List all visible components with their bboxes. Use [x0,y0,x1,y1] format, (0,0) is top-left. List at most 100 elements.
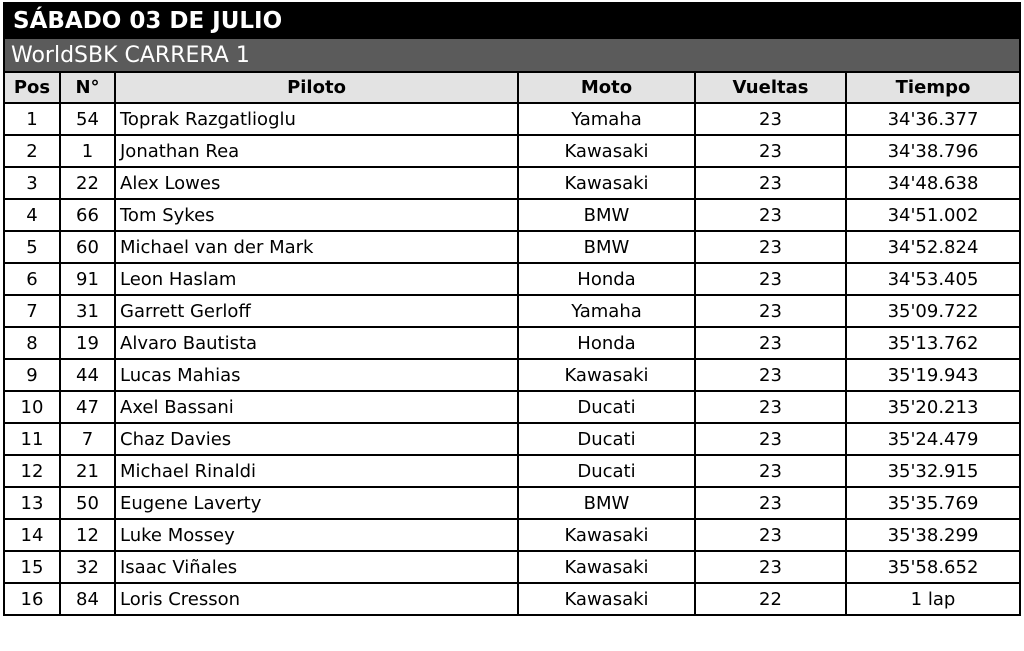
table-row: 7 31 Garrett Gerloff Yamaha 23 35'09.722 [5,294,1019,328]
cell-rider: Garrett Gerloff [114,294,519,328]
table-row: 9 44 Lucas Mahias Kawasaki 23 35'19.943 [5,358,1019,392]
column-header-bike: Moto [517,73,696,104]
cell-bike: Kawasaki [517,582,696,614]
cell-laps: 23 [694,294,847,328]
cell-number: 21 [59,454,116,488]
cell-bike: Kawasaki [517,358,696,392]
cell-number: 32 [59,550,116,584]
cell-bike: Kawasaki [517,134,696,168]
cell-number: 91 [59,262,116,296]
column-header-time: Tiempo [845,73,1019,104]
results-card: SÁBADO 03 DE JULIO WorldSBK CARRERA 1 Po… [3,2,1021,616]
cell-rider: Tom Sykes [114,198,519,232]
cell-laps: 23 [694,422,847,456]
cell-rider: Alvaro Bautista [114,326,519,360]
cell-time: 1 lap [845,582,1019,614]
cell-bike: Honda [517,262,696,296]
page-title: SÁBADO 03 DE JULIO [5,4,1019,39]
cell-bike: Kawasaki [517,166,696,200]
cell-pos: 10 [5,390,61,424]
table-row: 2 1 Jonathan Rea Kawasaki 23 34'38.796 [5,134,1019,168]
cell-bike: Ducati [517,454,696,488]
cell-time: 35'58.652 [845,550,1019,584]
cell-pos: 16 [5,582,61,614]
table-row: 16 84 Loris Cresson Kawasaki 22 1 lap [5,582,1019,614]
cell-number: 66 [59,198,116,232]
cell-laps: 23 [694,166,847,200]
table-row: 5 60 Michael van der Mark BMW 23 34'52.824 [5,230,1019,264]
cell-pos: 11 [5,422,61,456]
cell-time: 35'19.943 [845,358,1019,392]
table-row: 4 66 Tom Sykes BMW 23 34'51.002 [5,198,1019,232]
cell-pos: 3 [5,166,61,200]
cell-rider: Luke Mossey [114,518,519,552]
cell-rider: Axel Bassani [114,390,519,424]
cell-laps: 22 [694,582,847,614]
cell-time: 35'35.769 [845,486,1019,520]
cell-bike: Kawasaki [517,518,696,552]
cell-bike: Kawasaki [517,550,696,584]
cell-number: 54 [59,102,116,136]
table-row: 1 54 Toprak Razgatlioglu Yamaha 23 34'36.377 [5,102,1019,136]
cell-rider: Loris Cresson [114,582,519,614]
cell-number: 60 [59,230,116,264]
column-header-laps: Vueltas [694,73,847,104]
cell-rider: Leon Haslam [114,262,519,296]
cell-rider: Jonathan Rea [114,134,519,168]
cell-pos: 7 [5,294,61,328]
cell-pos: 13 [5,486,61,520]
cell-number: 22 [59,166,116,200]
cell-rider: Eugene Laverty [114,486,519,520]
cell-number: 1 [59,134,116,168]
cell-laps: 23 [694,550,847,584]
cell-pos: 9 [5,358,61,392]
cell-time: 35'24.479 [845,422,1019,456]
cell-time: 35'32.915 [845,454,1019,488]
table-row: 8 19 Alvaro Bautista Honda 23 35'13.762 [5,326,1019,360]
cell-pos: 8 [5,326,61,360]
cell-bike: Yamaha [517,102,696,136]
cell-laps: 23 [694,134,847,168]
cell-time: 35'38.299 [845,518,1019,552]
column-header-number: N° [59,73,116,104]
cell-pos: 2 [5,134,61,168]
table-row: 3 22 Alex Lowes Kawasaki 23 34'48.638 [5,166,1019,200]
cell-pos: 4 [5,198,61,232]
cell-laps: 23 [694,358,847,392]
cell-pos: 1 [5,102,61,136]
cell-pos: 15 [5,550,61,584]
cell-time: 34'38.796 [845,134,1019,168]
cell-number: 84 [59,582,116,614]
cell-rider: Chaz Davies [114,422,519,456]
cell-bike: Ducati [517,422,696,456]
cell-laps: 23 [694,486,847,520]
cell-laps: 23 [694,326,847,360]
cell-number: 7 [59,422,116,456]
table-row: 14 12 Luke Mossey Kawasaki 23 35'38.299 [5,518,1019,552]
table-header: Pos N° Piloto Moto Vueltas Tiempo [5,73,1019,104]
cell-bike: BMW [517,198,696,232]
cell-number: 19 [59,326,116,360]
cell-pos: 14 [5,518,61,552]
table-row: 15 32 Isaac Viñales Kawasaki 23 35'58.652 [5,550,1019,584]
cell-pos: 6 [5,262,61,296]
cell-number: 12 [59,518,116,552]
column-header-pos: Pos [5,73,61,104]
race-subtitle: WorldSBK CARRERA 1 [5,39,1019,73]
cell-number: 31 [59,294,116,328]
cell-time: 34'52.824 [845,230,1019,264]
cell-laps: 23 [694,262,847,296]
table-row: 11 7 Chaz Davies Ducati 23 35'24.479 [5,422,1019,456]
cell-laps: 23 [694,454,847,488]
cell-laps: 23 [694,518,847,552]
cell-rider: Isaac Viñales [114,550,519,584]
cell-number: 47 [59,390,116,424]
cell-rider: Toprak Razgatlioglu [114,102,519,136]
cell-time: 34'53.405 [845,262,1019,296]
cell-pos: 12 [5,454,61,488]
cell-number: 50 [59,486,116,520]
cell-rider: Michael Rinaldi [114,454,519,488]
cell-rider: Alex Lowes [114,166,519,200]
cell-bike: Honda [517,326,696,360]
table-row: 6 91 Leon Haslam Honda 23 34'53.405 [5,262,1019,296]
